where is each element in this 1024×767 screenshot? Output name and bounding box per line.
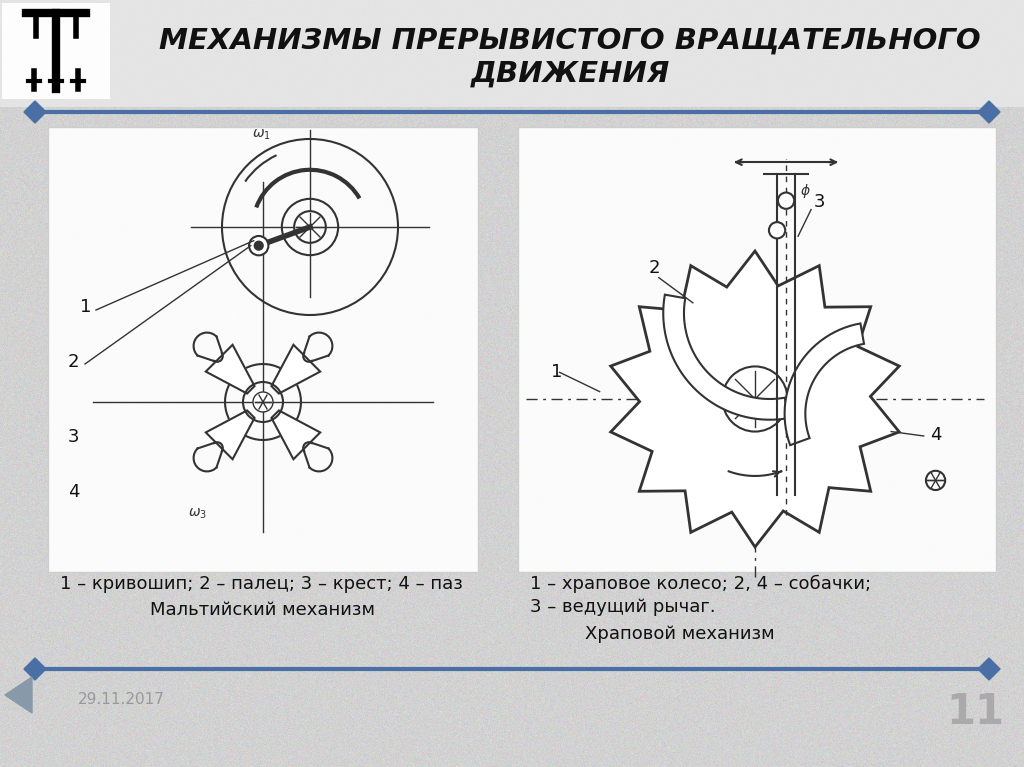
- Circle shape: [723, 367, 787, 432]
- Polygon shape: [784, 324, 864, 445]
- Text: ДВИЖЕНИЯ: ДВИЖЕНИЯ: [470, 60, 670, 88]
- Text: $\omega_1$: $\omega_1$: [252, 127, 271, 142]
- Polygon shape: [978, 101, 1000, 123]
- Circle shape: [253, 392, 273, 412]
- Polygon shape: [206, 345, 255, 393]
- Text: $\omega_3$: $\omega_3$: [188, 507, 207, 522]
- FancyBboxPatch shape: [518, 127, 996, 572]
- Polygon shape: [271, 410, 321, 459]
- Circle shape: [769, 222, 785, 239]
- Polygon shape: [664, 295, 788, 420]
- Text: 1 – храповое колесо; 2, 4 – собачки;: 1 – храповое колесо; 2, 4 – собачки;: [530, 575, 871, 593]
- Text: 1: 1: [551, 363, 562, 380]
- Polygon shape: [978, 658, 1000, 680]
- Text: $\phi$: $\phi$: [800, 182, 811, 199]
- Polygon shape: [24, 101, 46, 123]
- Text: 3 – ведущий рычаг.: 3 – ведущий рычаг.: [530, 598, 716, 616]
- Circle shape: [294, 211, 326, 243]
- Circle shape: [926, 471, 945, 490]
- Text: 3: 3: [68, 428, 80, 446]
- Text: 1 – кривошип; 2 – палец; 3 – крест; 4 – паз: 1 – кривошип; 2 – палец; 3 – крест; 4 – …: [60, 575, 463, 593]
- FancyBboxPatch shape: [0, 0, 1024, 107]
- Polygon shape: [5, 677, 32, 713]
- Polygon shape: [271, 345, 321, 393]
- Text: 1: 1: [80, 298, 91, 316]
- Circle shape: [778, 193, 795, 209]
- FancyBboxPatch shape: [2, 3, 110, 99]
- Polygon shape: [206, 410, 255, 459]
- Circle shape: [254, 242, 263, 250]
- Polygon shape: [610, 251, 899, 547]
- Polygon shape: [24, 658, 46, 680]
- Text: 11: 11: [946, 691, 1004, 733]
- Text: 4: 4: [930, 426, 941, 444]
- Text: 2: 2: [648, 259, 659, 277]
- Text: 4: 4: [68, 483, 80, 501]
- FancyBboxPatch shape: [48, 127, 478, 572]
- Text: 29.11.2017: 29.11.2017: [78, 692, 165, 706]
- Text: 3: 3: [814, 193, 825, 211]
- Text: Храповой механизм: Храповой механизм: [585, 625, 775, 643]
- Text: МЕХАНИЗМЫ ПРЕРЫВИСТОГО ВРАЩАТЕЛЬНОГО: МЕХАНИЗМЫ ПРЕРЫВИСТОГО ВРАЩАТЕЛЬНОГО: [159, 27, 981, 55]
- Text: Мальтийский механизм: Мальтийский механизм: [151, 601, 376, 619]
- Circle shape: [249, 236, 268, 255]
- Text: 2: 2: [68, 353, 80, 371]
